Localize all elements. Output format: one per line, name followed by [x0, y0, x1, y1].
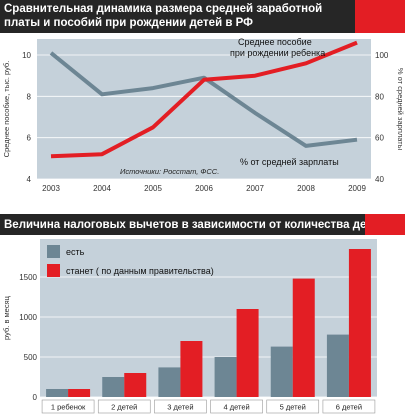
bar-proposed — [292, 278, 315, 397]
left-tick-label: 8 — [27, 92, 32, 101]
series-label-allowance: Среднее пособие при рождении ребенка — [230, 37, 325, 58]
bar-current — [46, 389, 69, 397]
legend-label: есть — [66, 247, 85, 257]
x-tick-label: 2008 — [297, 184, 315, 193]
x-tick-label: 2007 — [246, 184, 264, 193]
y-tick-label: 1000 — [19, 313, 37, 322]
x-tick-label: 2003 — [42, 184, 60, 193]
series-label-line: при рождении ребенка — [230, 48, 325, 58]
series-label-line: Среднее пособие — [238, 37, 312, 47]
x-tick-label: 2005 — [144, 184, 162, 193]
bar-proposed — [236, 309, 259, 397]
category-label: 5 детей — [280, 403, 306, 412]
chart1-title-accent — [355, 0, 405, 33]
category-label: 1 ребенок — [51, 403, 86, 412]
bar-chart: 0 500 1000 1500 руб. в месяц 1 ребенок 2 детей… — [2, 239, 377, 414]
category-label-box — [322, 399, 376, 414]
left-tick-label: 4 — [27, 175, 32, 184]
category-label-box — [154, 399, 207, 414]
legend-label: станет ( по данным правительства) — [66, 266, 214, 276]
category-label-box — [210, 399, 263, 414]
y-tick-label: 1500 — [19, 273, 37, 282]
category-label: 4 детей — [223, 403, 249, 412]
x-tick-label: 2004 — [93, 184, 111, 193]
bar-current — [270, 346, 293, 397]
x-tick-label: 2006 — [195, 184, 213, 193]
source-note: Источники: Росстат, ФСС. — [120, 167, 219, 176]
left-axis-label: Среднее пособие, тыс. руб. — [2, 61, 11, 158]
right-tick-label: 40 — [375, 175, 384, 184]
birth-allowance-chart-panel: Сравнительная динамика размера средней з… — [0, 0, 405, 207]
bar-proposed — [348, 249, 371, 397]
plot-area — [40, 239, 377, 397]
right-tick-label: 80 — [375, 92, 384, 101]
left-tick-label: 10 — [22, 51, 31, 60]
chart2-title-accent — [365, 214, 405, 235]
chart2-title-bar: Величина налоговых вычетов в зависимости… — [0, 214, 405, 235]
bar-current — [214, 357, 237, 397]
tax-deduction-chart-panel: Величина налоговых вычетов в зависимости… — [0, 214, 405, 415]
bar-current — [158, 367, 181, 397]
category-label: 2 детей — [111, 403, 137, 412]
category-label: 6 детей — [336, 403, 362, 412]
series-line-1 — [49, 51, 358, 148]
legend-swatch — [47, 264, 60, 277]
chart1-title-bar: Сравнительная динамика размера средней з… — [0, 0, 405, 33]
left-tick-label: 6 — [27, 134, 32, 143]
right-tick-label: 60 — [375, 134, 384, 143]
legend-swatch — [47, 245, 60, 258]
category-label-box — [266, 399, 320, 414]
bar-current — [326, 334, 349, 397]
chart2-title: Величина налоговых вычетов в зависимости… — [4, 219, 386, 231]
bar-current — [102, 377, 125, 397]
chart1-title: Сравнительная динамика размера средней з… — [4, 3, 323, 29]
bar-proposed — [68, 389, 91, 397]
right-axis-label: % от средней зарплаты — [396, 68, 405, 150]
series-label-percent: % от средней зарплаты — [240, 157, 339, 167]
category-label-box — [97, 399, 151, 414]
bar-proposed — [124, 373, 147, 397]
x-tick-label: 2009 — [348, 184, 366, 193]
bar-proposed — [180, 341, 203, 397]
series-line-2 — [50, 40, 358, 159]
line-chart: 4 6 8 10 40 60 80 100 2003 2004 2005 2006 2007 2008 20… — [2, 37, 405, 193]
category-label: 3 детей — [167, 403, 193, 412]
y-tick-label: 0 — [33, 393, 38, 402]
y-tick-label: 500 — [24, 353, 38, 362]
category-label-box — [41, 399, 95, 414]
y-axis-label: руб. в месяц — [2, 295, 11, 340]
right-tick-label: 100 — [375, 51, 389, 60]
